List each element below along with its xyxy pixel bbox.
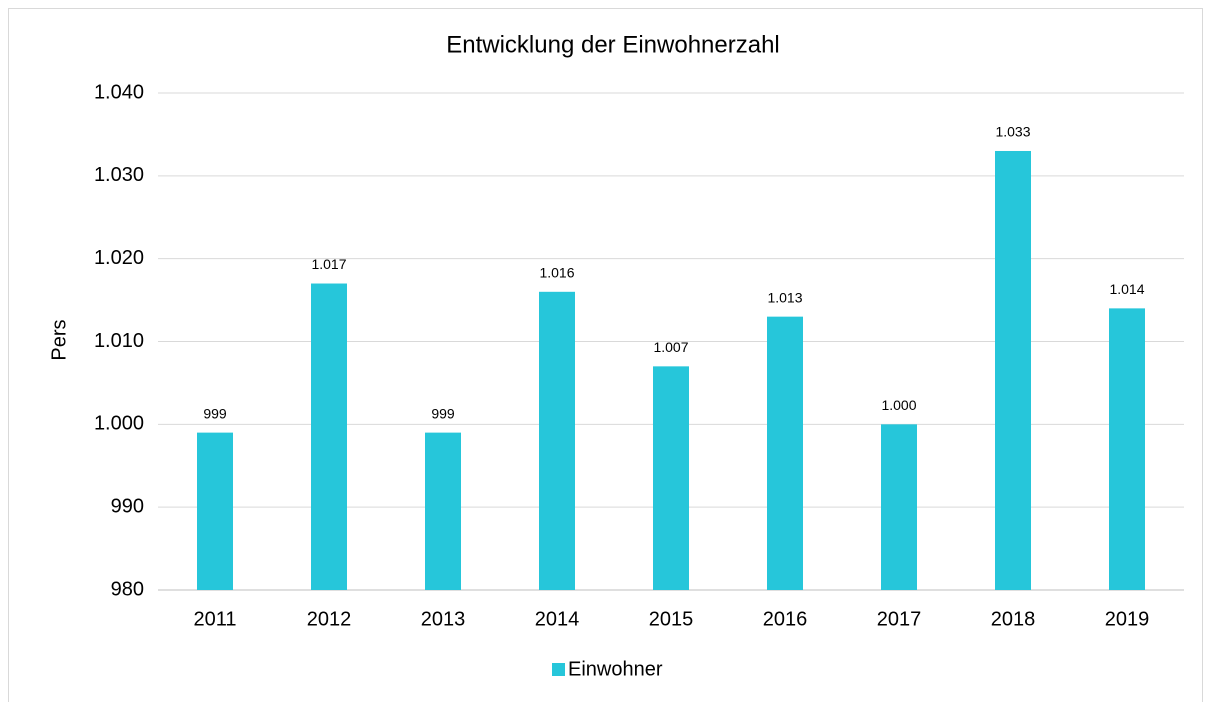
x-tick-label: 2015 <box>649 608 694 630</box>
data-label: 1.000 <box>881 397 916 413</box>
y-tick-label: 1.020 <box>94 247 144 269</box>
y-axis-label: Pers <box>48 319 70 360</box>
y-tick-label: 1.010 <box>94 330 144 352</box>
bar <box>197 432 233 590</box>
chart-title: Entwicklung der Einwohnerzahl <box>446 31 780 58</box>
data-label: 1.013 <box>767 289 802 305</box>
data-label: 999 <box>203 405 227 421</box>
legend-label: Einwohner <box>568 658 663 680</box>
data-label: 1.014 <box>1109 281 1144 297</box>
x-tick-label: 2013 <box>421 608 466 630</box>
y-tick-label: 980 <box>111 578 144 600</box>
bar <box>311 283 347 590</box>
data-label: 1.016 <box>539 265 574 281</box>
bar <box>425 432 461 590</box>
x-tick-label: 2018 <box>991 608 1036 630</box>
x-tick-label: 2014 <box>535 608 580 630</box>
x-tick-label: 2011 <box>193 608 236 630</box>
bar <box>881 424 917 590</box>
x-tick-label: 2016 <box>763 608 808 630</box>
y-tick-label: 990 <box>111 495 144 517</box>
data-label: 1.017 <box>311 256 346 272</box>
bar <box>539 291 575 590</box>
y-tick-label: 1.040 <box>94 81 144 103</box>
bar <box>767 316 803 590</box>
y-tick-label: 1.000 <box>94 413 144 435</box>
x-tick-label: 2012 <box>307 608 352 630</box>
y-tick-label: 1.030 <box>94 164 144 186</box>
x-tick-label: 2019 <box>1105 608 1150 630</box>
bar <box>1109 308 1145 590</box>
bar <box>995 150 1031 590</box>
data-label: 1.033 <box>995 124 1030 140</box>
data-label: 999 <box>431 405 455 421</box>
data-label: 1.007 <box>653 339 688 355</box>
bar <box>653 366 689 590</box>
legend-swatch <box>552 663 565 676</box>
x-tick-label: 2017 <box>877 608 922 630</box>
